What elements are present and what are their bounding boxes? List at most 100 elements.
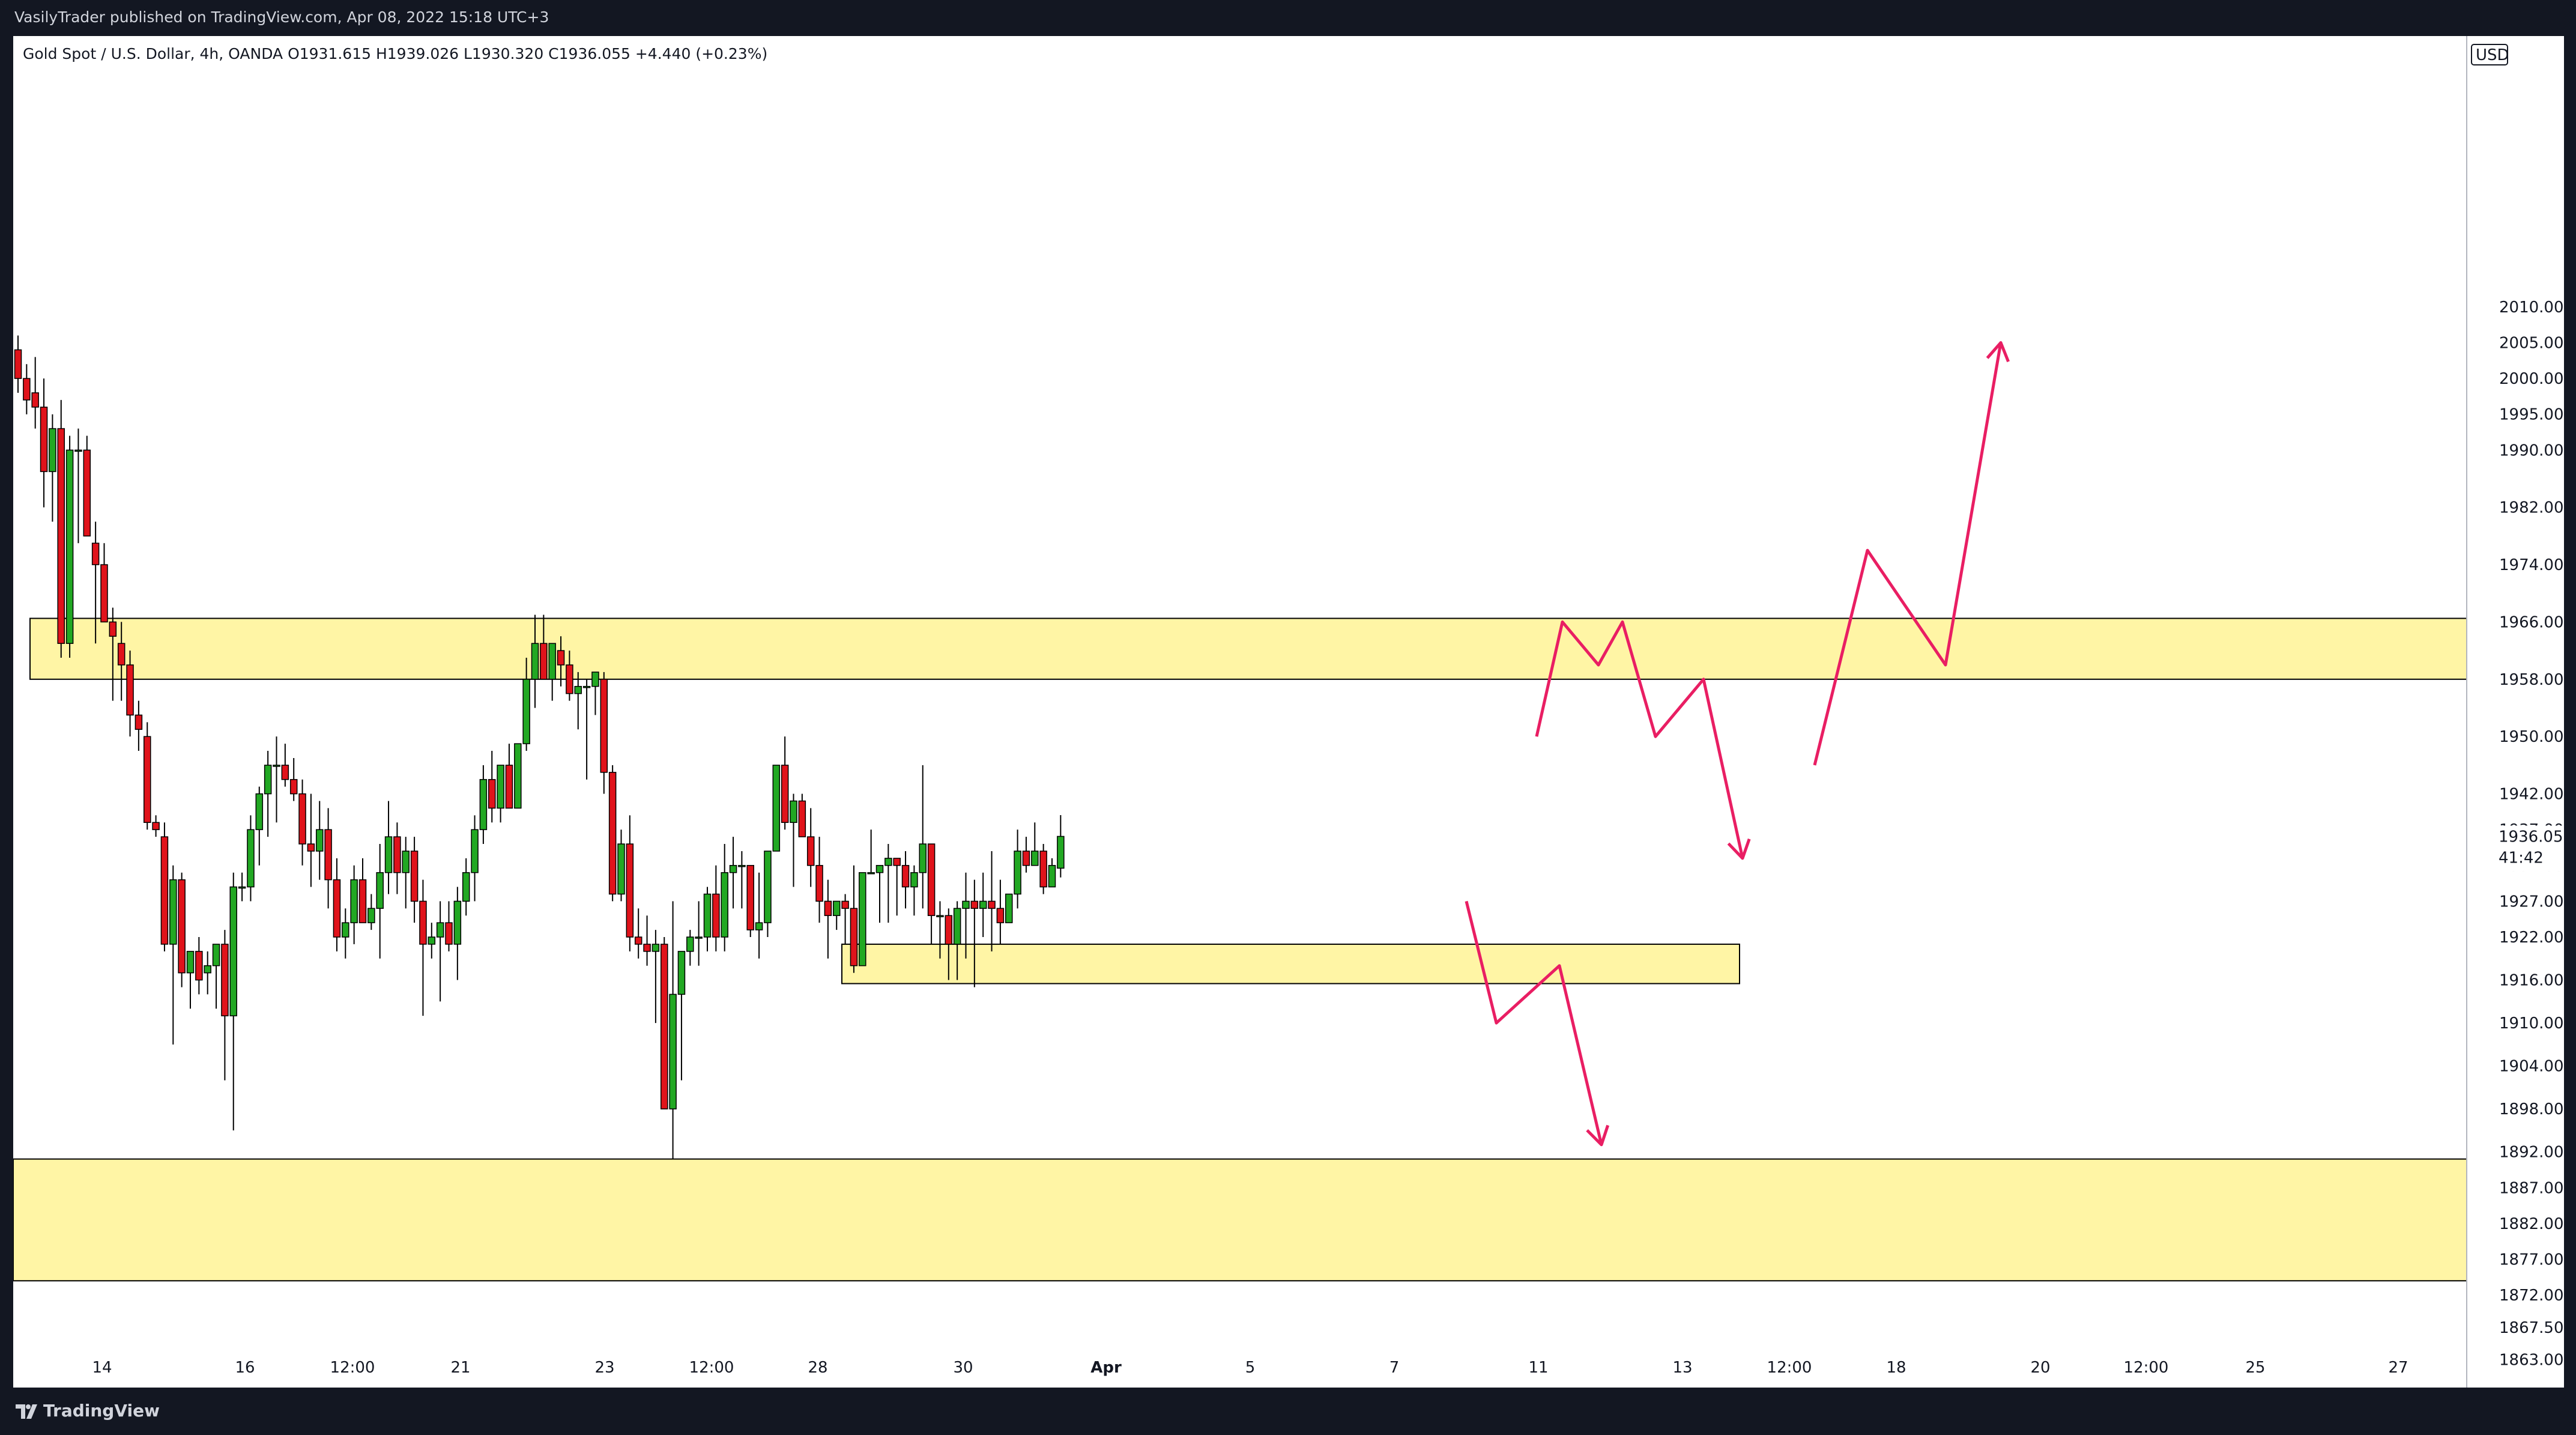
candle	[31, 357, 39, 429]
zone-2	[841, 943, 1740, 984]
time-tick-label: 12:00	[2124, 1359, 2169, 1377]
time-tick-label: Apr	[1090, 1359, 1122, 1377]
tradingview-brand[interactable]: TradingView	[43, 1401, 160, 1421]
projection-arrow	[1465, 900, 1603, 1145]
price-tick-label: 2005.000	[2499, 334, 2564, 352]
candle	[996, 879, 1005, 944]
tradingview-logo-icon[interactable]	[14, 1401, 38, 1421]
candle	[962, 872, 970, 959]
candle	[910, 865, 918, 916]
candle	[367, 894, 375, 930]
bar-countdown: 41:42	[2499, 849, 2544, 867]
projection-arrow	[1813, 342, 2003, 766]
candle	[540, 614, 548, 680]
candle	[531, 614, 539, 708]
time-tick-label: 12:00	[330, 1359, 375, 1377]
price-tick-label: 1898.000	[2499, 1100, 2564, 1118]
candle	[772, 765, 781, 852]
price-chart[interactable]: Gold Spot / U.S. Dollar, 4h, OANDA O1931…	[13, 36, 2564, 1388]
candle	[428, 923, 436, 959]
symbol-line: Gold Spot / U.S. Dollar, 4h, OANDA O1931…	[23, 45, 767, 62]
chart-area[interactable]: Gold Spot / U.S. Dollar, 4h, OANDA O1931…	[13, 36, 2564, 1388]
candle	[109, 607, 117, 701]
time-axis[interactable]: 14 16 12:00 21 23 12:00 28 30 Apr 5 7 11 13 12:00 18 20…	[13, 1359, 2467, 1377]
candle	[1057, 815, 1065, 878]
candle	[1039, 844, 1047, 894]
candle	[859, 872, 866, 966]
candle	[953, 901, 961, 980]
price-tick-label: 1990.000	[2499, 441, 2564, 460]
arrow-head	[1586, 1124, 1610, 1147]
candle	[195, 937, 203, 995]
candle	[703, 887, 712, 951]
candle	[307, 793, 315, 887]
candle	[875, 865, 884, 923]
last-price-badge	[2468, 825, 2564, 872]
candle	[677, 951, 686, 1081]
candle	[970, 879, 979, 988]
candle	[488, 751, 496, 823]
candle	[652, 930, 660, 1024]
publisher-text: VasilyTrader published on TradingView.co…	[14, 8, 549, 26]
candle	[289, 757, 298, 801]
candle	[117, 622, 125, 701]
candle	[582, 679, 591, 780]
candle	[376, 844, 384, 959]
candle	[686, 930, 694, 966]
candle	[901, 851, 910, 909]
candle	[350, 865, 358, 944]
candle	[255, 786, 264, 866]
candle	[169, 865, 177, 1045]
time-tick-label: 12:00	[1767, 1359, 1812, 1377]
candle	[1014, 830, 1021, 909]
time-tick-label: 20	[2030, 1359, 2050, 1377]
candle	[1048, 858, 1056, 888]
time-tick-label: 11	[1528, 1359, 1548, 1377]
price-axis[interactable]: 2010.000 2005.000 2000.000 1995.000 1990.000…	[2466, 36, 2564, 1388]
price-tick-label: 2000.000	[2499, 370, 2564, 388]
time-tick-label: 7	[1389, 1359, 1400, 1377]
candle	[626, 815, 634, 951]
candle	[479, 765, 488, 845]
candle	[316, 801, 324, 880]
candle	[919, 765, 927, 909]
candle	[221, 930, 229, 1081]
time-tick-label: 16	[235, 1359, 255, 1377]
candle	[135, 700, 143, 751]
candle	[522, 658, 530, 751]
candle	[74, 428, 82, 544]
currency-label[interactable]: USD	[2476, 46, 2509, 64]
candle	[471, 815, 479, 902]
price-tick-label: 1916.000	[2499, 972, 2564, 990]
price-tick-label: 1958.000	[2499, 671, 2564, 689]
candle	[729, 837, 737, 909]
arrow-head	[1727, 838, 1751, 860]
candle	[91, 521, 100, 644]
time-tick-label: 23	[594, 1359, 614, 1377]
price-tick-label: 1910.000	[2499, 1015, 2564, 1033]
price-tick-label: 1887.000	[2499, 1179, 2564, 1197]
candle	[40, 378, 48, 508]
last-price-value: 1936.055	[2499, 828, 2564, 846]
price-tick-label: 1877.000	[2499, 1251, 2564, 1269]
candle	[617, 830, 625, 902]
candle	[755, 872, 763, 959]
time-tick-label: 14	[92, 1359, 112, 1377]
candle	[1005, 893, 1013, 923]
candle	[247, 815, 255, 902]
candle	[790, 793, 797, 887]
candle	[557, 636, 565, 687]
price-tick-label: 1974.000	[2499, 556, 2564, 574]
price-tick-label: 1995.000	[2499, 406, 2564, 424]
candle	[850, 865, 858, 973]
candle	[936, 901, 944, 959]
candle	[384, 801, 393, 894]
candle	[721, 844, 728, 951]
candle	[514, 743, 522, 809]
candle	[160, 822, 169, 951]
candle	[764, 851, 772, 938]
candle	[841, 894, 849, 944]
candle	[600, 672, 608, 794]
candle	[324, 808, 332, 909]
candle	[126, 651, 134, 737]
